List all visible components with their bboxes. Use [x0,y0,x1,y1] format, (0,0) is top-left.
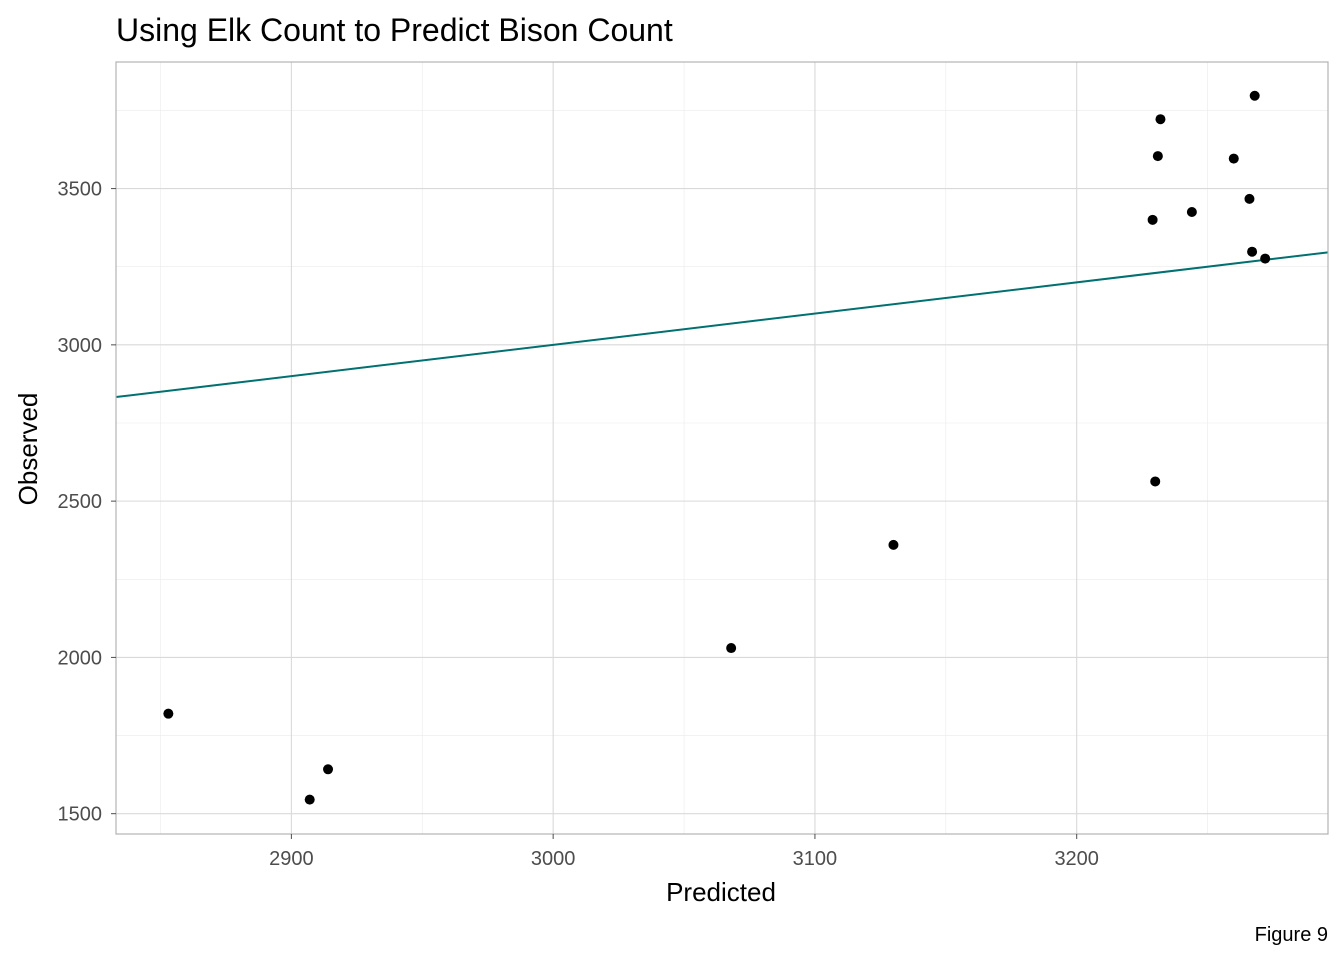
data-point [323,764,334,775]
data-point [1150,476,1161,487]
data-point [888,539,899,550]
y-tick-label: 3500 [58,179,103,201]
minor-gridlines [116,62,1328,834]
data-point [1147,214,1158,225]
x-tick-label: 3000 [531,848,576,870]
reference-line [115,251,1329,399]
x-axis-ticks: 2900 3000 3100 3200 [269,834,1099,870]
plot-panel-border [115,61,1329,835]
y-tick-label: 2000 [58,647,103,669]
data-point [163,708,174,719]
y-tick-label: 2500 [58,491,103,513]
data-points [163,90,1271,805]
data-point [1247,246,1258,257]
x-tick-label: 3100 [793,848,838,870]
x-axis-title: Predicted [666,877,776,907]
data-point [1155,114,1166,125]
y-tick-label: 1500 [58,804,103,826]
data-point [1186,207,1197,218]
data-point [1249,90,1260,101]
chart-title: Using Elk Count to Predict Bison Count [116,12,673,48]
data-point [1260,253,1271,264]
y-axis-ticks: 1500 2000 2500 3000 3500 [58,179,116,826]
data-point [1244,193,1255,204]
data-point [726,643,737,654]
figure-caption: Figure 9 [1255,924,1328,946]
y-tick-label: 3000 [58,335,103,357]
major-gridlines [116,62,1328,834]
data-point [304,794,315,805]
x-tick-label: 3200 [1054,848,1099,870]
y-axis-title: Observed [13,393,43,506]
x-tick-label: 2900 [269,848,314,870]
data-point [1228,153,1239,164]
data-point [1152,151,1163,162]
